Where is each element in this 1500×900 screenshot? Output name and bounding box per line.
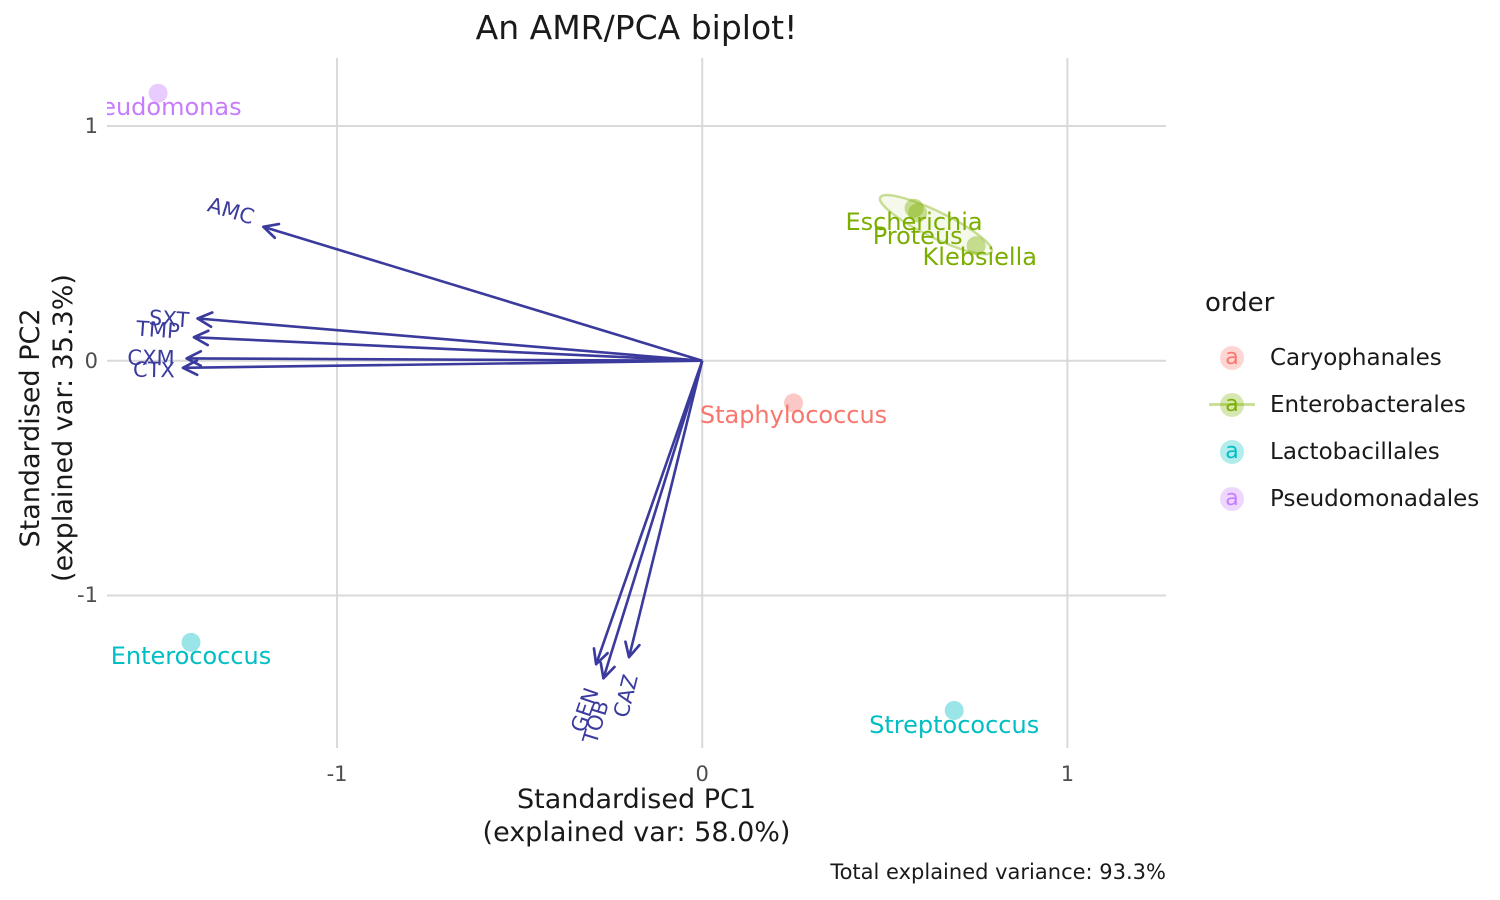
label-enterococcus: Enterococcus (110, 642, 272, 671)
y-tick-label-1: 1 (84, 114, 98, 139)
caption-total-variance: Total explained variance: 93.3% (830, 860, 1166, 884)
legend-item-enterobacterales: a Enterobacterales (1205, 381, 1479, 428)
point-klebsiella (966, 236, 986, 256)
y-tick-label--1: -1 (77, 583, 98, 608)
x-tick-label-1: 1 (1060, 762, 1075, 786)
group-ellipse-layer (878, 193, 994, 256)
y-tick-label-0: 0 (84, 348, 98, 373)
legend-key-glyph: a (1225, 344, 1239, 370)
point-pseudomonas (148, 83, 168, 103)
point-proteus (908, 203, 928, 223)
y-axis-title-line2: (explained var: 35.3%) (48, 274, 79, 582)
legend-key-point (1220, 439, 1244, 464)
legend-item-lactobacillales: a Lactobacillales (1205, 428, 1479, 475)
y-axis-title-line1: Standardised PC2 (15, 308, 46, 548)
x-axis-title-line2: (explained var: 58.0%) (482, 817, 791, 848)
x-tick-label--1: -1 (326, 762, 348, 786)
legend-key-icon: a (1205, 389, 1259, 421)
arrow-ctx (181, 359, 703, 377)
x-axis-title: Standardised PC1 (explained var: 58.0%) (107, 783, 1166, 849)
point-enterococcus (181, 632, 201, 652)
legend-label: Caryophanales (1270, 344, 1442, 371)
label-streptococcus: Streptococcus (869, 710, 1040, 739)
label-staphylococcus: Staphylococcus (699, 400, 888, 429)
arrow-sxt (196, 311, 703, 363)
legend-key-icon: a (1205, 483, 1259, 515)
legend-label: Lactobacillales (1270, 438, 1440, 465)
arrow-amc (261, 222, 703, 362)
legend-items: a Caryophanales a Enterobacterales a Lactobac… (1205, 334, 1479, 522)
label-tmp: TMP (135, 316, 181, 344)
arrow-tob (599, 360, 704, 680)
legend-key-icon: a (1205, 342, 1259, 374)
legend-item-caryophanales: a Caryophanales (1205, 334, 1479, 381)
plot-title: An AMR/PCA biplot! (475, 8, 798, 47)
plot-canvas (107, 58, 1166, 748)
x-tick-label-0: 0 (695, 762, 709, 786)
y-axis-title: Standardised PC2 (explained var: 35.3%) (14, 78, 80, 778)
arrow-gen (592, 360, 704, 666)
legend-key-glyph: a (1225, 391, 1239, 417)
label-klebsiella: Klebsiella (922, 243, 1037, 272)
legend-label: Enterobacterales (1270, 391, 1466, 418)
label-proteus: Proteus (872, 222, 963, 251)
ellipse-enterobacterales (878, 193, 994, 256)
legend-key-point (1220, 345, 1244, 370)
point-streptococcus (944, 700, 964, 720)
x-axis-title-line1: Standardised PC1 (516, 784, 757, 815)
arrow-caz (624, 360, 704, 659)
point-staphylococcus (784, 393, 804, 413)
legend-key-point (1220, 486, 1244, 511)
legend-label: Pseudomonadales (1270, 485, 1480, 512)
label-escherichia: Escherichia (845, 208, 983, 237)
label-ctx: CTX (133, 357, 176, 383)
legend-key-glyph: a (1225, 438, 1239, 464)
legend-key-glyph: a (1225, 485, 1239, 511)
arrow-tmp (192, 329, 703, 363)
point-escherichia (904, 198, 924, 218)
loading-arrows (181, 222, 704, 680)
sample-points (148, 83, 986, 720)
label-pseudomonas: Pseudomonas (107, 93, 242, 122)
legend-key-ellipse-line (1209, 403, 1255, 406)
legend-key-icon: a (1205, 436, 1259, 468)
legend: order a Caryophanales a Enterobacterales a La… (1205, 288, 1479, 522)
legend-item-pseudomonadales: a Pseudomonadales (1205, 475, 1479, 522)
legend-key-point (1220, 392, 1244, 417)
arrow-cxm (185, 349, 703, 368)
legend-title: order (1205, 288, 1275, 318)
